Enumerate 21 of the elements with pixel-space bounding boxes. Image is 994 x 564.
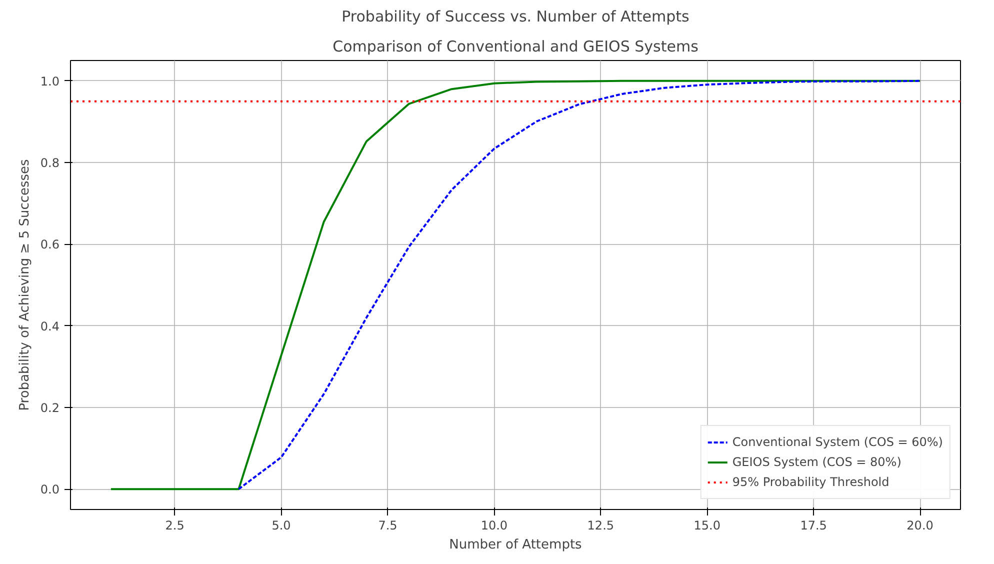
x-tick-label: 2.5 xyxy=(165,518,184,532)
x-tick-label: 12.5 xyxy=(587,518,614,532)
y-tick-label: 0.6 xyxy=(40,238,60,252)
legend-label: 95% Probability Threshold xyxy=(732,475,890,489)
legend-label: GEIOS System (COS = 80%) xyxy=(732,455,902,469)
x-tick-label: 17.5 xyxy=(800,518,827,532)
x-tick-label: 15.0 xyxy=(694,518,720,532)
y-tick-label: 0.2 xyxy=(40,400,60,415)
legend-label: Conventional System (COS = 60%) xyxy=(732,435,943,449)
y-tick-label: 0.4 xyxy=(40,319,60,334)
y-tick-label: 0.8 xyxy=(40,156,60,170)
chart-title: Probability of Success vs. Number of Attempts xyxy=(342,8,690,26)
y-axis-title: Probability of Achieving ≥ 5 Successes xyxy=(17,158,32,411)
x-axis-title: Number of Attempts xyxy=(449,538,582,552)
y-tick-label: 0.0 xyxy=(40,482,60,497)
chart-subtitle: Comparison of Conventional and GEIOS Systems xyxy=(332,38,699,56)
x-tick-label: 20.0 xyxy=(906,518,934,532)
y-tick-label: 1.0 xyxy=(40,74,60,88)
x-tick-label: 7.5 xyxy=(378,518,398,532)
x-tick-label: 10.0 xyxy=(480,518,508,532)
x-tick-label: 5.0 xyxy=(272,518,291,532)
